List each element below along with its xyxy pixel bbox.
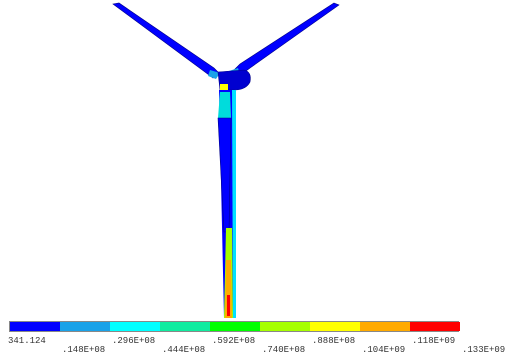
legend-band (360, 322, 410, 331)
blade (232, 3, 339, 77)
wind-turbine (113, 3, 339, 318)
legend-band (310, 322, 360, 331)
blade (113, 3, 220, 78)
legend-band (260, 322, 310, 331)
legend: 341.124 .148E+08 .296E+08 .444E+08 .592E+08.… (8, 322, 505, 355)
legend-label: .148E+08 (62, 345, 105, 355)
legend-label: .118E+09 (412, 336, 455, 346)
legend-label: .444E+08 (162, 345, 205, 355)
tower-top (218, 92, 231, 118)
legend-band (10, 322, 60, 331)
legend-band (210, 322, 260, 331)
legend-label: .888E+08 (312, 336, 355, 346)
legend-band (60, 322, 110, 331)
legend-label: .740E+08 (262, 345, 305, 355)
legend-band (410, 322, 460, 331)
hub-stress (220, 84, 228, 90)
legend-label: .133E+09 (462, 345, 505, 355)
legend-label: 341.124 (8, 336, 46, 346)
tower-base (227, 295, 230, 316)
legend-label: .104E+09 (362, 345, 405, 355)
contour-plot: 341.124 .148E+08 .296E+08 .444E+08 .592E+08.… (0, 0, 506, 358)
blade (218, 118, 231, 232)
legend-label: .296E+08 (112, 336, 155, 346)
legend-label: .592E+08 (212, 336, 255, 346)
legend-band (110, 322, 160, 331)
legend-band (160, 322, 210, 331)
